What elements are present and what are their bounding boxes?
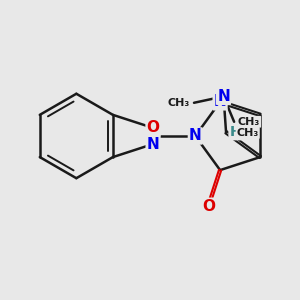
Text: N: N xyxy=(189,128,202,143)
Text: CH₃: CH₃ xyxy=(237,128,259,138)
Text: N: N xyxy=(217,89,230,104)
Text: N: N xyxy=(147,136,159,152)
Text: O: O xyxy=(147,120,160,135)
Text: CH₃: CH₃ xyxy=(168,98,190,108)
Text: N: N xyxy=(214,94,226,109)
Text: CH₃: CH₃ xyxy=(238,117,260,127)
Text: H: H xyxy=(230,125,241,139)
Text: O: O xyxy=(202,199,215,214)
